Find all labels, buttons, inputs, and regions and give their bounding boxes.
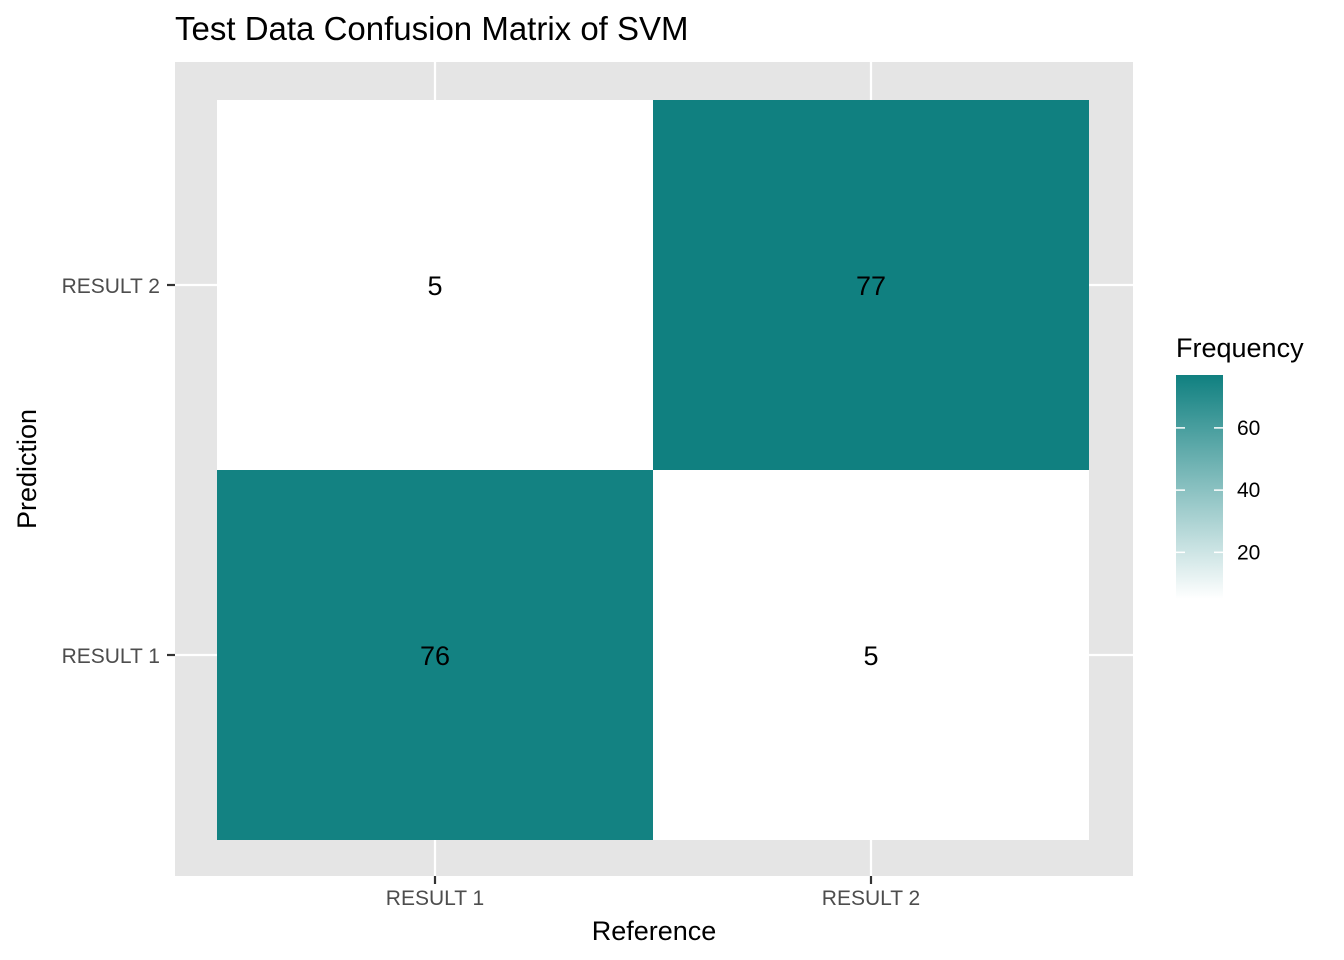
heatmap-cell	[653, 470, 1089, 840]
legend-ticks: 20 40 60	[1176, 417, 1260, 564]
legend: Frequency 20 40 60	[1176, 333, 1304, 599]
y-axis-title: Prediction	[12, 409, 42, 529]
y-tick-label: RESULT 1	[62, 645, 160, 668]
y-tick-label: RESULT 2	[62, 275, 160, 298]
legend-colorbar	[1176, 375, 1223, 599]
cell-value-label: 77	[856, 271, 886, 301]
legend-tick-label: 40	[1237, 479, 1260, 502]
heatmap-cell	[217, 470, 653, 840]
axes: RESULT 1 RESULT 2 RESULT 1 RESULT 2	[62, 275, 921, 910]
legend-tick-label: 60	[1237, 417, 1260, 440]
heatmap-cells	[217, 100, 1089, 840]
x-tick-label: RESULT 1	[386, 887, 484, 910]
cell-value-label: 5	[863, 641, 878, 671]
legend-tick-label: 20	[1237, 541, 1260, 564]
cell-value-label: 5	[427, 271, 442, 301]
x-axis-title: Reference	[592, 916, 717, 946]
heatmap-cell	[217, 100, 653, 470]
cell-value-label: 76	[420, 641, 450, 671]
heatmap-cell	[653, 100, 1089, 470]
x-tick-label: RESULT 2	[822, 887, 920, 910]
legend-title: Frequency	[1176, 333, 1304, 363]
chart-title: Test Data Confusion Matrix of SVM	[175, 10, 689, 47]
cell-labels: 76 5 5 77	[420, 271, 886, 671]
